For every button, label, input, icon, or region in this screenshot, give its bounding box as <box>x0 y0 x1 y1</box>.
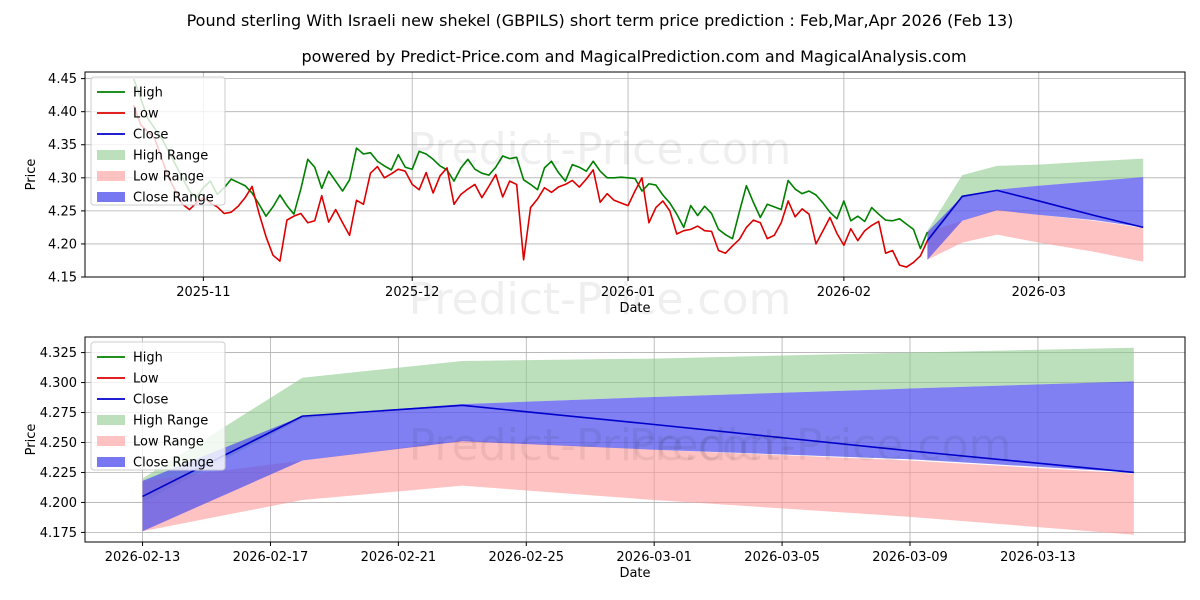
legend-swatch <box>97 436 125 446</box>
x-tick-label: 2026-03-05 <box>744 550 820 565</box>
y-tick-label: 4.40 <box>48 105 77 120</box>
x-tick-label: 2026-03-09 <box>872 550 948 565</box>
y-tick-label: 4.30 <box>48 171 77 186</box>
y-tick-label: 4.45 <box>48 72 77 87</box>
x-tick-label: 2025-11 <box>176 285 230 300</box>
y-tick-label: 4.35 <box>48 138 77 153</box>
close-series-line <box>142 404 1134 498</box>
legend-label: Close Range <box>133 456 214 471</box>
watermark-text: Predict-Price.com <box>409 420 792 471</box>
y-tick-label: 4.275 <box>40 406 77 421</box>
low-series-line <box>132 104 929 268</box>
high-range-band <box>142 347 1134 503</box>
chart-title: Pound sterling With Israeli new shekel (… <box>187 11 1014 30</box>
plot-area <box>142 347 1134 535</box>
y-tick-label: 4.20 <box>48 237 77 252</box>
legend-label: High Range <box>133 149 208 164</box>
bottom-panel: 2026-02-13 2026-02-17 2026-02-21 2026-02-25… <box>24 336 1186 581</box>
y-tick-label: 4.175 <box>40 526 77 541</box>
legend-label: High Range <box>133 414 208 429</box>
grid <box>85 72 1185 278</box>
x-tick-label: 2026-02 <box>817 285 871 300</box>
y-tick-label: 4.15 <box>48 271 77 286</box>
plot-area <box>132 78 1144 268</box>
x-tick-label: 2026-02-17 <box>233 550 309 565</box>
plot-frame <box>84 336 1186 543</box>
legend-label: High <box>133 86 163 101</box>
watermark-text: Predict-Price.com <box>629 420 1012 471</box>
chart-subtitle: powered by Predict-Price.com and Magical… <box>301 47 966 66</box>
legend-label: Low <box>133 372 159 387</box>
close-range-band <box>927 177 1144 260</box>
legend-swatch <box>97 192 125 202</box>
legend-swatch <box>97 415 125 425</box>
low-range-band <box>142 440 1134 535</box>
x-tick-label: 2026-03-13 <box>1000 550 1076 565</box>
x-axis-title: Date <box>619 301 650 316</box>
x-tick-label: 2026-03 <box>1012 285 1066 300</box>
y-tick-label: 4.250 <box>40 436 77 451</box>
x-tick-label: 2026-01 <box>601 285 655 300</box>
x-tick-label: 2026-02-25 <box>488 550 564 565</box>
x-tick-label: 2026-02-13 <box>105 550 181 565</box>
y-tick-label: 4.225 <box>40 466 77 481</box>
y-tick-label: 4.200 <box>40 496 77 511</box>
y-tick-label: 4.325 <box>40 346 77 361</box>
legend: High Low Close High Range Low Range Close Ran… <box>90 76 226 206</box>
x-tick-label: 2026-03-01 <box>616 550 692 565</box>
plot-frame <box>84 71 1186 278</box>
legend-label: High <box>133 351 163 366</box>
watermark-text: Predict-Price.com <box>409 274 792 325</box>
y-axis-title: Price <box>24 424 39 456</box>
legend-label: Close <box>133 393 168 408</box>
close-series-line <box>926 189 1144 242</box>
high-series-line <box>132 78 929 250</box>
x-axis-title: Date <box>619 566 650 581</box>
legend-label: Low Range <box>133 170 204 185</box>
top-panel: 2025-11 2025-12 2026-01 2026-02 2026-03 4.15 4… <box>24 71 1186 325</box>
high-range-band <box>927 158 1144 244</box>
watermark-text: Predict-Price.com <box>409 124 792 175</box>
x-tick-label: 2026-02-21 <box>361 550 437 565</box>
legend-label: Low Range <box>133 435 204 450</box>
legend-swatch <box>97 150 125 160</box>
low-range-band <box>927 209 1144 262</box>
legend-label: Low <box>133 107 159 122</box>
legend-label: Close Range <box>133 191 214 206</box>
legend-swatch <box>97 457 125 467</box>
close-range-band <box>142 381 1134 532</box>
legend: High Low Close High Range Low Range Close Ran… <box>90 341 226 471</box>
legend-label: Close <box>133 128 168 143</box>
y-tick-label: 4.25 <box>48 204 77 219</box>
x-tick-label: 2025-12 <box>385 285 439 300</box>
legend-swatch <box>97 171 125 181</box>
y-tick-label: 4.300 <box>40 376 77 391</box>
y-axis-title: Price <box>24 159 39 191</box>
